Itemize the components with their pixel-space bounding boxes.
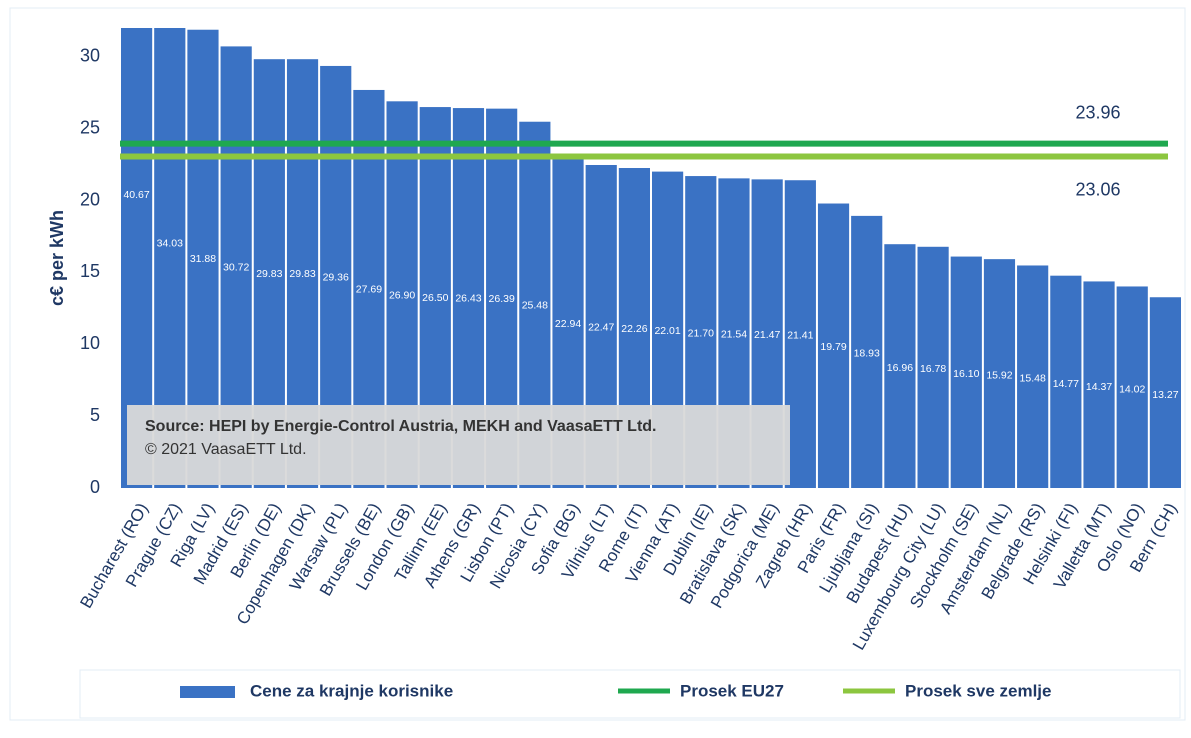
bar bbox=[1083, 281, 1115, 488]
y-tick-label: 25 bbox=[80, 117, 100, 137]
value-label: 19.79 bbox=[820, 341, 846, 353]
value-label: 21.70 bbox=[688, 327, 714, 339]
bar bbox=[851, 215, 883, 488]
bar bbox=[950, 256, 982, 488]
bar bbox=[1149, 297, 1181, 488]
value-label: 13.27 bbox=[1152, 389, 1178, 401]
value-label: 16.96 bbox=[887, 362, 913, 374]
value-label: 21.54 bbox=[721, 328, 747, 340]
value-label: 22.01 bbox=[654, 325, 680, 337]
frame bbox=[9, 7, 1186, 721]
value-label: 21.41 bbox=[787, 329, 813, 341]
value-label: 29.36 bbox=[323, 271, 349, 283]
source-note: Source: HEPI by Energie-Control Austria,… bbox=[145, 418, 657, 435]
y-tick-label: 30 bbox=[80, 46, 100, 66]
y-axis-label: c€ per kWh bbox=[47, 210, 67, 306]
value-label: 30.72 bbox=[223, 261, 249, 273]
legend-label: Prosek EU27 bbox=[680, 681, 784, 700]
value-label: 26.90 bbox=[389, 289, 415, 301]
bar bbox=[917, 246, 949, 488]
source-note: © 2021 VaasaETT Ltd. bbox=[145, 441, 307, 458]
bar bbox=[884, 244, 916, 488]
value-label: 14.77 bbox=[1053, 378, 1079, 390]
bar bbox=[983, 259, 1016, 488]
value-label: 18.93 bbox=[854, 347, 880, 359]
bar bbox=[1116, 286, 1148, 488]
y-tick-label: 5 bbox=[90, 405, 100, 425]
value-label: 14.02 bbox=[1119, 383, 1145, 395]
value-label: 26.50 bbox=[422, 292, 448, 304]
value-label: 22.26 bbox=[621, 323, 647, 335]
overlay: 23.96 23.06 Source: HEPI by Energie-Contro… bbox=[120, 102, 1168, 485]
bar bbox=[817, 203, 850, 489]
value-label: 31.88 bbox=[190, 253, 216, 265]
value-label: 21.47 bbox=[754, 329, 780, 341]
value-label: 15.92 bbox=[986, 369, 1012, 381]
legend-box bbox=[79, 669, 1181, 719]
value-label: 22.47 bbox=[588, 322, 614, 334]
value-label: 16.78 bbox=[920, 363, 946, 375]
bar bbox=[1050, 275, 1082, 488]
value-label: 22.94 bbox=[555, 318, 581, 330]
value-label: 29.83 bbox=[256, 268, 282, 280]
value-label: 34.03 bbox=[157, 237, 183, 249]
value-label: 25.48 bbox=[522, 300, 548, 312]
reference-label: 23.96 bbox=[1075, 102, 1120, 122]
value-label: 16.10 bbox=[953, 368, 979, 380]
value-label: 26.43 bbox=[455, 293, 481, 305]
value-label: 15.48 bbox=[1020, 373, 1046, 385]
value-label: 14.37 bbox=[1086, 381, 1112, 393]
bar bbox=[1017, 265, 1049, 488]
source-box bbox=[127, 405, 790, 485]
legend-label: Prosek sve zemlje bbox=[905, 681, 1051, 700]
value-label: 27.69 bbox=[356, 284, 382, 296]
value-label: 40.67 bbox=[123, 189, 149, 201]
y-tick-label: 10 bbox=[80, 333, 100, 353]
value-label: 29.83 bbox=[289, 268, 315, 280]
y-tick-label: 0 bbox=[90, 477, 100, 497]
value-label: 26.39 bbox=[489, 293, 515, 305]
reference-label: 23.06 bbox=[1075, 179, 1120, 199]
legend-label: Cene za krajnje korisnike bbox=[250, 681, 453, 700]
y-tick-label: 15 bbox=[80, 261, 100, 281]
y-tick-label: 20 bbox=[80, 189, 100, 209]
legend-swatch bbox=[180, 686, 235, 698]
